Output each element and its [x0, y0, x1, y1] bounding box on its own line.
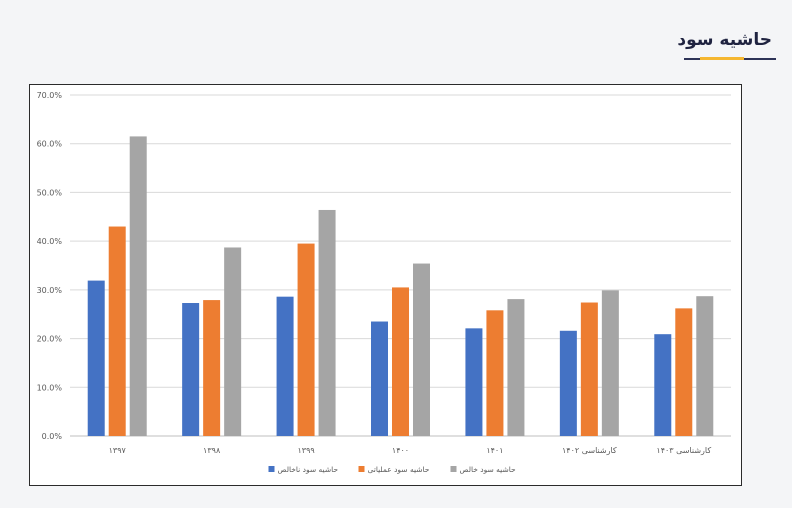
bar-1-3: [276, 296, 294, 436]
bar-3-3: [318, 209, 336, 436]
y-tick-label: 70.0%: [37, 91, 63, 100]
bar-2-7: [675, 308, 693, 436]
x-axis-ticks: ۱۳۹۷ ۱۳۹۸ ۱۳۹۹ ۱۴۰۰ ۱۴۰۱ کارشناسی ۱۴۰۲ کارشناس…: [109, 446, 712, 455]
y-tick-label: 30.0%: [37, 286, 63, 295]
bars: [87, 136, 714, 436]
legend-label: حاشیه سود خالص: [460, 465, 517, 474]
section-heading: حاشیه سود: [677, 30, 772, 50]
heading-accent-bar: [700, 57, 744, 60]
bar-2-3: [297, 243, 315, 436]
bar-3-6: [601, 290, 619, 436]
bar-2-4: [392, 287, 409, 436]
chart-container: 0.0% 10.0% 20.0% 30.0% 40.0% 50.0% 60.0% 70.0% …: [29, 84, 742, 486]
legend-swatch: [268, 466, 275, 472]
y-tick-label: 40.0%: [37, 237, 63, 246]
x-tick-label: ۱۳۹۸: [203, 446, 221, 455]
bar-3-2: [224, 247, 242, 436]
bar-1-2: [182, 303, 200, 436]
bar-3-1: [129, 136, 147, 436]
legend-label: حاشیه سود عملیاتی: [368, 465, 430, 474]
legend-swatch: [450, 466, 457, 472]
x-tick-label: ۱۴۰۱: [486, 446, 503, 455]
legend-label: حاشیه سود ناخالص: [278, 465, 339, 474]
bar-3-7: [696, 296, 714, 436]
y-tick-label: 60.0%: [37, 140, 63, 149]
y-tick-label: 0.0%: [42, 432, 63, 441]
x-tick-label: کارشناسی ۱۴۰۳: [656, 446, 711, 455]
profit-margin-chart: 0.0%10.0%20.0%30.0%40.0%50.0%60.0%70.0% …: [37, 91, 731, 474]
legend-swatch: [358, 466, 365, 472]
x-tick-label: ۱۳۹۷: [109, 446, 127, 455]
bar-3-5: [507, 299, 525, 436]
y-tick-label: 10.0%: [37, 383, 63, 392]
x-tick-label: کارشناسی ۱۴۰۲: [562, 446, 617, 455]
bar-1-5: [465, 328, 483, 436]
bar-1-7: [654, 334, 672, 436]
bar-2-1: [108, 226, 126, 436]
bar-2-6: [580, 302, 598, 436]
x-tick-label: ۱۳۹۹: [297, 446, 314, 455]
bar-1-1: [87, 280, 105, 436]
y-tick-label: 20.0%: [37, 335, 63, 344]
bar-2-2: [203, 300, 221, 436]
y-axis-ticks: 0.0% 10.0% 20.0% 30.0% 40.0% 50.0% 60.0% 70.0%: [37, 91, 63, 441]
y-tick-label: 50.0%: [37, 188, 63, 197]
gridlines: [70, 94, 731, 437]
bar-2-5: [486, 310, 504, 436]
x-tick-label: ۱۴۰۰: [392, 446, 409, 455]
bar-3-4: [413, 263, 430, 436]
bar-1-6: [559, 330, 577, 436]
legend: حاشیه سود ناخالص حاشیه سود عملیاتی حاشیه س…: [268, 465, 517, 474]
bar-1-4: [371, 321, 388, 436]
